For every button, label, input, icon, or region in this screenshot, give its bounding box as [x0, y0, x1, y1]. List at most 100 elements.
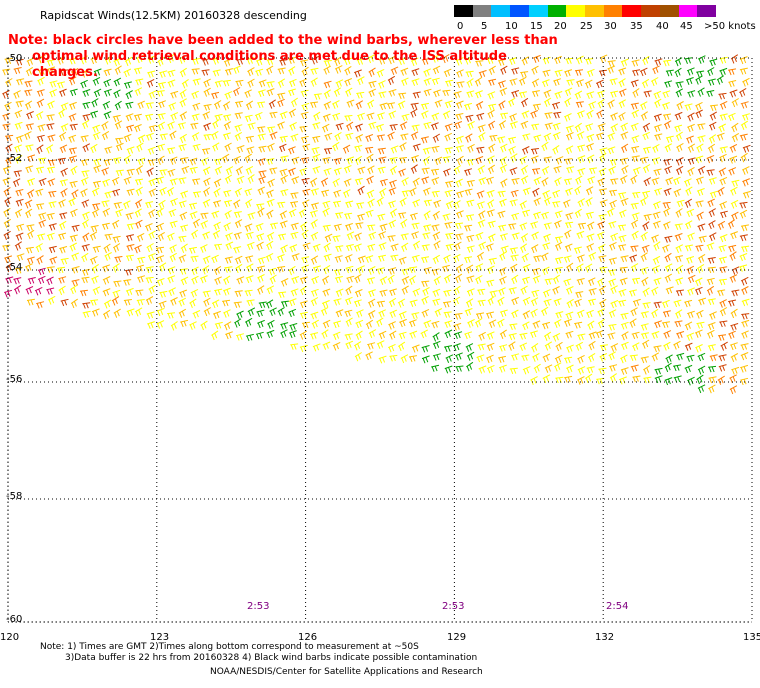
- wind-barb-flag: [235, 113, 239, 119]
- wind-barb-flag: [468, 309, 472, 315]
- wind-barb-flag: [239, 312, 243, 318]
- wind-barb-flag: [730, 221, 734, 228]
- wind-barb-flag: [498, 212, 502, 219]
- wind-barb-flag: [449, 244, 453, 251]
- wind-barb-flag: [558, 258, 562, 264]
- wind-barb-flag: [591, 103, 595, 109]
- wind-barb-flag: [312, 323, 316, 329]
- wind-barb-flag: [519, 80, 523, 86]
- wind-barb-flag: [388, 236, 391, 242]
- wind-barb: [291, 276, 300, 280]
- wind-barb-flag: [552, 289, 556, 295]
- wind-barb-flag: [380, 113, 384, 120]
- wind-barb-flag: [399, 259, 403, 265]
- wind-barb-flag: [61, 158, 65, 164]
- wind-barb-flag: [533, 214, 537, 220]
- wind-barb: [687, 123, 695, 128]
- wind-barb-flag: [356, 137, 359, 143]
- wind-barb-flag: [613, 125, 617, 131]
- wind-barb-flag: [580, 156, 584, 163]
- wind-barb-flag: [345, 225, 349, 231]
- wind-barb-flag: [357, 268, 361, 274]
- wind-barb-flag: [600, 201, 604, 208]
- wind-barb: [223, 222, 231, 227]
- wind-barb-flag: [577, 322, 581, 329]
- wind-barb-flag: [314, 321, 318, 328]
- wind-barb-flag: [359, 203, 363, 209]
- wind-barb-flag: [349, 233, 353, 239]
- wind-barb-flag: [83, 103, 86, 109]
- wind-barb-flag: [51, 191, 55, 198]
- wind-barb: [191, 275, 199, 281]
- wind-barb-flag: [16, 80, 20, 86]
- wind-barb: [344, 65, 352, 72]
- wind-barb-flag: [347, 213, 351, 220]
- wind-barb-flag: [710, 146, 714, 152]
- wind-barb-flag: [324, 190, 328, 197]
- wind-barb-flag: [665, 91, 669, 98]
- wind-barb-flag: [723, 57, 727, 64]
- wind-barb-flag: [74, 70, 78, 76]
- wind-barb-flag: [456, 114, 459, 121]
- wind-barb-flag: [37, 235, 41, 241]
- wind-barb-flag: [257, 102, 261, 109]
- wind-barb-flag: [173, 92, 177, 98]
- wind-barb-flag: [59, 135, 63, 142]
- wind-barb-flag: [732, 101, 736, 108]
- wind-barb-flag: [189, 248, 193, 254]
- wind-barb-flag: [456, 324, 460, 330]
- wind-barb-flag: [489, 280, 493, 287]
- wind-barb-flag: [470, 289, 474, 296]
- wind-barb: [354, 273, 362, 280]
- wind-barb-flag: [678, 278, 682, 285]
- wind-barb-flag: [732, 157, 736, 163]
- wind-barb-flag: [421, 113, 425, 119]
- wind-barb-flag: [338, 256, 342, 262]
- wind-barb-flag: [332, 236, 336, 242]
- wind-barb-flag: [709, 138, 713, 144]
- wind-barb-flag: [85, 303, 89, 309]
- wind-barb-flag: [367, 103, 371, 109]
- wind-barb-flag: [181, 247, 185, 253]
- wind-barb-flag: [632, 214, 636, 221]
- wind-barb-flag: [91, 226, 95, 232]
- wind-barb: [434, 99, 443, 104]
- wind-barb-flag: [567, 320, 571, 326]
- wind-barb-flag: [379, 125, 383, 131]
- wind-barb-flag: [104, 255, 108, 261]
- wind-barb-flag: [423, 149, 427, 155]
- wind-barb-flag: [709, 314, 713, 320]
- wind-barb-flag: [667, 189, 671, 195]
- wind-barb-flag: [610, 288, 614, 294]
- wind-barb-flag: [269, 212, 273, 218]
- wind-barb-flag: [403, 134, 407, 140]
- wind-barb: [125, 113, 134, 117]
- wind-barb-flag: [698, 288, 702, 294]
- wind-barb-flag: [610, 160, 614, 166]
- wind-barb-flag: [258, 258, 262, 265]
- wind-barb-flag: [293, 100, 297, 106]
- wind-barb-flag: [685, 202, 689, 208]
- wind-barb-flag: [194, 92, 198, 98]
- wind-barb-flag: [502, 158, 506, 164]
- wind-barb-flag: [304, 266, 308, 272]
- wind-barb-flag: [266, 256, 270, 262]
- wind-barb: [389, 165, 398, 171]
- wind-barb-flag: [613, 79, 617, 85]
- wind-barb-flag: [460, 82, 463, 88]
- wind-barb-flag: [179, 58, 183, 64]
- wind-barb-flag: [201, 324, 204, 331]
- wind-barb-flag: [259, 302, 263, 309]
- wind-barb-flag: [734, 100, 738, 106]
- wind-barb-flag: [138, 201, 142, 207]
- wind-barb-flag: [536, 256, 540, 262]
- wind-barb-flag: [599, 71, 603, 77]
- wind-barb-flag: [356, 312, 360, 318]
- wind-barb-flag: [722, 93, 725, 100]
- wind-barb-flag: [324, 104, 328, 110]
- wind-barb-flag: [170, 313, 174, 319]
- wind-barb-flag: [27, 180, 31, 186]
- wind-barb: [343, 178, 352, 183]
- wind-barb-flag: [591, 254, 595, 260]
- wind-barb-flag: [555, 201, 559, 208]
